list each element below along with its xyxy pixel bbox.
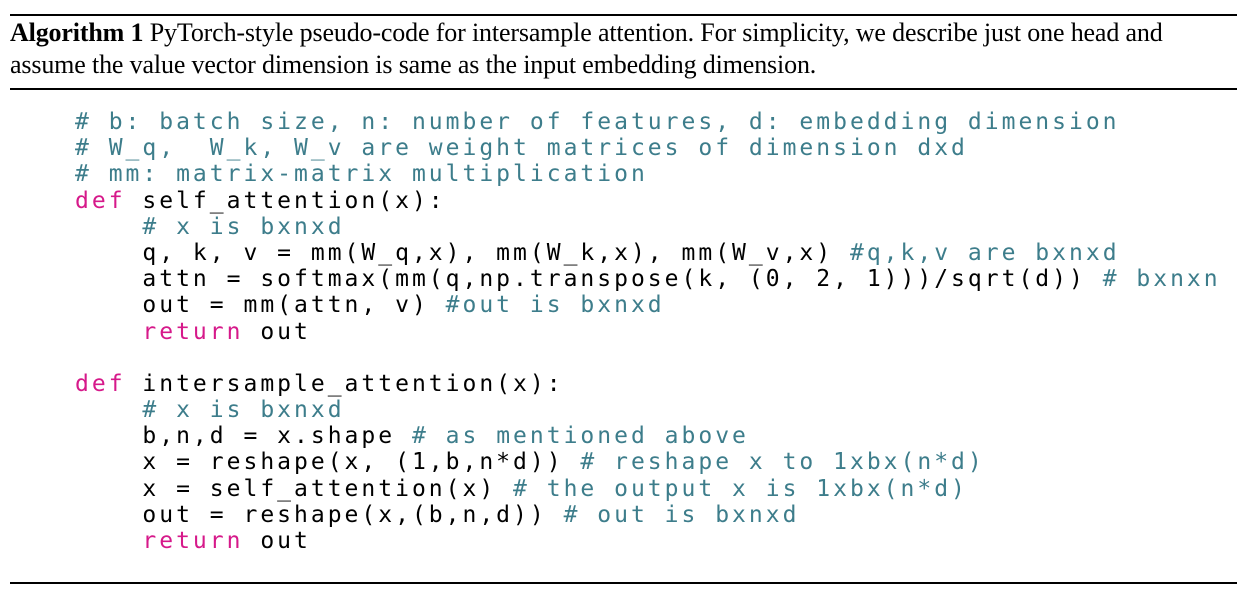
code-keyword: def (75, 370, 126, 397)
code-line: out = reshape(x,(b,n,d)) # out is bxnxd (75, 502, 1221, 528)
code-text: out (243, 318, 311, 345)
algorithm-label: Algorithm 1 (10, 18, 144, 47)
code-comment: #out is bxnxd (445, 292, 665, 319)
code-line: # x is bxnxd (75, 214, 1221, 240)
code-text: out = mm(attn, v) (75, 292, 446, 319)
code-line: out = mm(attn, v) #out is bxnxd (75, 292, 1221, 318)
code-comment: # reshape x to 1xbx(n*d) (580, 449, 985, 476)
code-line: # x is bxnxd (75, 397, 1221, 423)
code-text: x = self_attention(x) (75, 475, 514, 502)
algorithm-caption: Algorithm 1 PyTorch-style pseudo-code fo… (10, 17, 1242, 81)
code-text: out = reshape(x,(b,n,d)) (75, 501, 564, 528)
code-comment: # mm: matrix-matrix multiplication (75, 161, 648, 188)
code-text: out (243, 528, 311, 554)
code-line: return out (75, 319, 1221, 345)
code-line: def intersample_attention(x): (75, 371, 1221, 397)
code-line: x = self_attention(x) # the output x is … (75, 476, 1221, 502)
code-line: # mm: matrix-matrix multiplication (75, 161, 1221, 187)
code-text (75, 397, 142, 423)
code-comment: # the output x is 1xbx(n*d) (513, 475, 968, 502)
code-text: q, k, v = mm(W_q,x), mm(W_k,x), mm(W_v,x… (75, 239, 850, 266)
code-text (75, 319, 142, 345)
code-line: attn = softmax(mm(q,np.transpose(k, (0, … (75, 266, 1221, 292)
code-comment: # bxnxn (1102, 266, 1221, 293)
code-line: def self_attention(x): (75, 188, 1221, 214)
code-comment: #q,k,v are bxnxd (849, 239, 1120, 266)
code-text: intersample_attention(x): (125, 370, 564, 397)
code-text: x = reshape(x, (1,b,n*d)) (75, 449, 581, 476)
code-line: q, k, v = mm(W_q,x), mm(W_k,x), mm(W_v,x… (75, 240, 1221, 266)
code-text (75, 214, 142, 240)
bottom-rule (10, 582, 1237, 584)
code-line: # b: batch size, n: number of features, … (75, 109, 1221, 135)
algorithm-caption-text: PyTorch-style pseudo-code for intersampl… (10, 18, 1163, 79)
code-line (75, 345, 1221, 371)
code-keyword: def (75, 187, 126, 214)
code-text: attn = softmax(mm(q,np.transpose(k, (0, … (75, 266, 1103, 293)
code-comment: # b: batch size, n: number of features, … (75, 109, 1120, 135)
code-comment: # out is bxnxd (563, 501, 800, 528)
code-line: b,n,d = x.shape # as mentioned above (75, 423, 1221, 449)
code-comment: # W_q, W_k, W_v are weight matrices of d… (75, 135, 968, 162)
code-keyword: return (142, 528, 244, 554)
code-line: x = reshape(x, (1,b,n*d)) # reshape x to… (75, 449, 1221, 475)
code-comment: # x is bxnxd (142, 213, 345, 240)
code-keyword: return (142, 318, 244, 345)
caption-rule (10, 88, 1237, 90)
code-comment: # as mentioned above (411, 423, 749, 450)
code-line: return out (75, 528, 1221, 554)
code-line: # W_q, W_k, W_v are weight matrices of d… (75, 135, 1221, 161)
code-text (75, 528, 142, 554)
top-rule (10, 14, 1237, 16)
code-text: b,n,d = x.shape (75, 423, 412, 450)
code-block: # b: batch size, n: number of features, … (75, 109, 1221, 554)
code-comment: # x is bxnxd (142, 397, 345, 424)
code-text: self_attention(x): (125, 187, 446, 214)
